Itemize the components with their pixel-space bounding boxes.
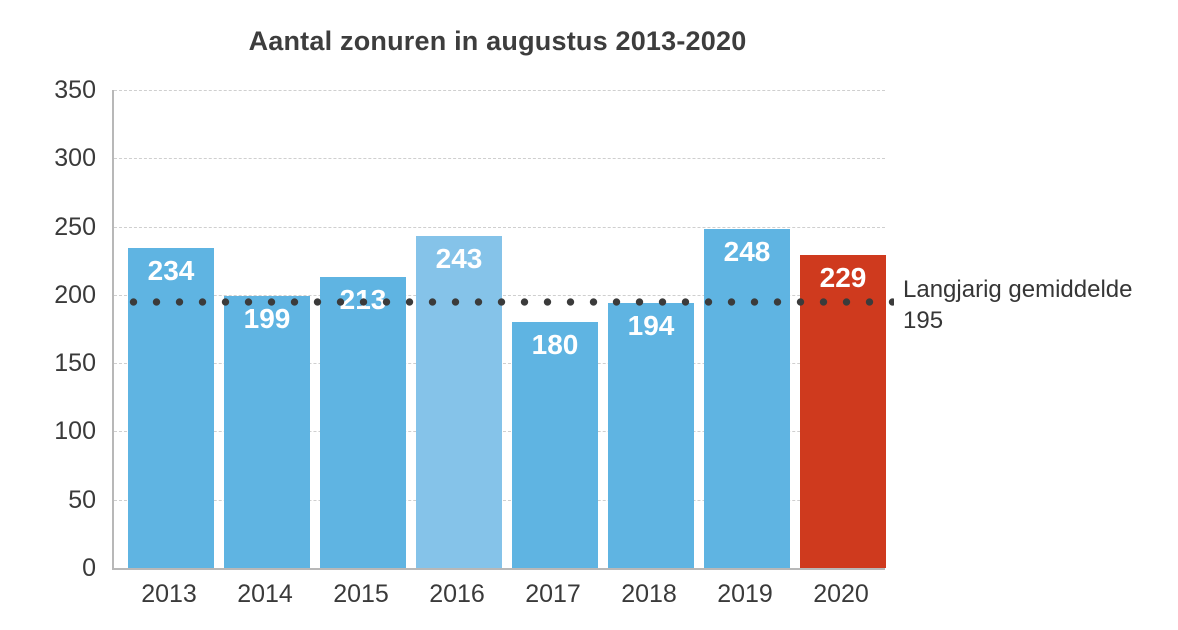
x-tick-label-2013: 2013 [141,580,197,608]
x-tick-label-2018: 2018 [621,580,677,608]
bar-value-label-2017: 180 [531,329,579,361]
bar-2015[interactable]: 213 [320,277,406,568]
y-tick-label-100: 100 [54,417,96,446]
bar-2014[interactable]: 199 [224,296,310,568]
chart-title: Aantal zonuren in augustus 2013-2020 [248,26,747,56]
gridline-250 [114,226,885,228]
bar-value-label-2020: 229 [819,262,867,294]
plot-area: 234 199 213 243 180 194 248 229 [112,90,894,570]
bar-2019[interactable]: 248 [704,229,790,568]
gridline-350 [114,90,885,91]
gridline-300 [114,158,885,160]
y-tick-label-350: 350 [54,76,96,104]
bar-value-label-2016: 243 [435,243,483,275]
bar-2017[interactable]: 180 [512,322,598,568]
x-tick-label-2016: 2016 [429,580,485,608]
bar-value-label-2014: 199 [243,303,291,335]
average-line-value: 195 [903,307,944,334]
bar-2020[interactable]: 229 [800,255,886,568]
y-tick-label-300: 300 [54,144,96,173]
y-tick-label-150: 150 [54,349,96,378]
x-tick-label-2014: 2014 [237,580,293,608]
average-line-label: Langjarig gemiddelde [903,276,1133,303]
y-tick-label-50: 50 [68,485,96,514]
y-tick-label-200: 200 [54,280,96,309]
y-tick-label-250: 250 [54,212,96,241]
bar-value-label-2018: 194 [627,310,675,342]
bar-2016[interactable]: 243 [416,236,502,568]
x-tick-label-2017: 2017 [525,580,581,608]
y-tick-label-0: 0 [82,554,96,582]
bar-value-label-2013: 234 [147,255,195,287]
bar-2018[interactable]: 194 [608,303,694,568]
average-dotted-line [120,296,894,307]
x-tick-label-2020: 2020 [813,580,869,608]
x-tick-label-2019: 2019 [717,580,773,608]
x-tick-label-2015: 2015 [333,580,389,608]
bar-value-label-2019: 248 [723,236,771,268]
average-line-annotation: Langjarig gemiddelde 195 [903,274,1173,336]
